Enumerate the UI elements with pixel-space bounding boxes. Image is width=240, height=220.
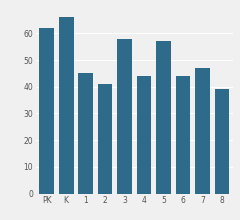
- Bar: [195, 68, 210, 194]
- Bar: [156, 41, 171, 194]
- Bar: [215, 89, 229, 194]
- Bar: [59, 17, 73, 194]
- Bar: [39, 28, 54, 194]
- Bar: [117, 39, 132, 194]
- Bar: [176, 76, 190, 194]
- Bar: [137, 76, 151, 194]
- Bar: [98, 84, 113, 194]
- Bar: [78, 73, 93, 194]
